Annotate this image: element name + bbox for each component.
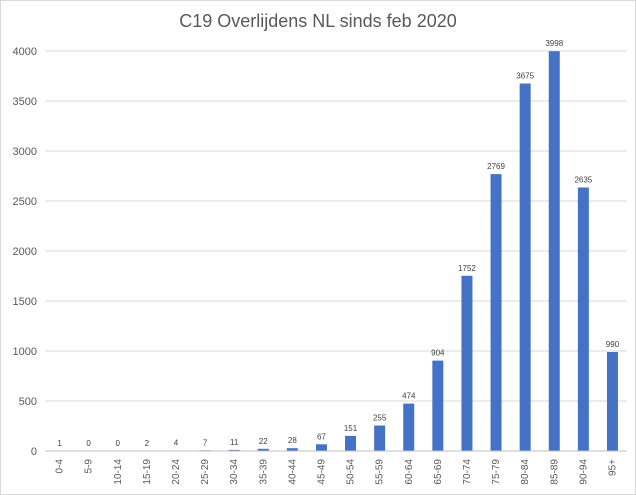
data-label: 151 <box>344 424 358 433</box>
x-tick-label: 5-9 <box>84 459 95 474</box>
data-label: 1752 <box>458 264 476 273</box>
data-label: 904 <box>431 349 445 358</box>
chart-title: C19 Overlijdens NL sinds feb 2020 <box>179 11 457 31</box>
data-label: 3675 <box>516 72 534 81</box>
y-axis-ticks: 0 500 1000 1500 2000 2500 3000 3500 4000 <box>13 46 37 458</box>
bars <box>54 51 618 451</box>
data-label: 2635 <box>574 176 592 185</box>
x-tick-label: 30-34 <box>229 459 240 485</box>
data-label: 255 <box>373 414 387 423</box>
data-label: 1 <box>57 439 62 448</box>
bar <box>374 425 386 451</box>
y-tick-label: 2500 <box>13 196 37 208</box>
bar <box>461 275 473 451</box>
x-tick-label: 35-39 <box>258 459 269 485</box>
y-tick-label: 1500 <box>13 296 37 308</box>
x-tick-label: 55-59 <box>375 459 386 485</box>
bar <box>345 435 357 451</box>
x-tick-label: 0-4 <box>55 459 66 474</box>
x-axis-ticks: 0-4 5-9 10-14 15-19 20-24 25-29 30-34 35-39 40-4… <box>55 459 619 485</box>
data-label: 11 <box>230 438 239 447</box>
data-label: 7 <box>203 438 208 447</box>
bar <box>315 444 327 451</box>
bar <box>519 83 531 451</box>
bar <box>490 174 502 451</box>
bar <box>577 187 589 451</box>
y-tick-label: 4000 <box>13 46 37 58</box>
x-tick-label: 60-64 <box>404 459 415 485</box>
data-label: 67 <box>317 432 326 441</box>
x-tick-label: 20-24 <box>171 459 182 485</box>
y-tick-label: 500 <box>19 396 37 408</box>
x-tick-label: 50-54 <box>346 459 357 485</box>
y-tick-label: 2000 <box>13 246 37 258</box>
data-label: 474 <box>402 392 416 401</box>
data-label: 0 <box>86 439 91 448</box>
x-tick-label: 85-89 <box>549 459 560 485</box>
data-labels: 1 0 0 2 4 7 11 22 28 67 151 255 474 904 1752 2769 3675 39… <box>57 39 619 448</box>
bar <box>257 448 269 451</box>
data-label: 28 <box>288 436 297 445</box>
x-tick-label: 90-94 <box>578 459 589 485</box>
x-tick-label: 45-49 <box>316 459 327 485</box>
bar <box>606 352 618 451</box>
x-tick-label: 95+ <box>607 459 618 476</box>
x-tick-label: 75-79 <box>491 459 502 485</box>
bar <box>286 448 298 451</box>
data-label: 4 <box>174 439 179 448</box>
x-tick-label: 65-69 <box>433 459 444 485</box>
data-label: 3998 <box>545 39 563 48</box>
x-tick-label: 25-29 <box>200 459 211 485</box>
data-label: 2769 <box>487 162 505 171</box>
bar <box>432 360 444 451</box>
y-tick-label: 0 <box>31 446 37 458</box>
y-tick-label: 3500 <box>13 96 37 108</box>
data-label: 0 <box>116 439 121 448</box>
y-tick-label: 3000 <box>13 146 37 158</box>
x-tick-label: 10-14 <box>113 459 124 485</box>
y-tick-label: 1000 <box>13 346 37 358</box>
bar <box>548 51 560 451</box>
data-label: 22 <box>259 437 268 446</box>
x-tick-label: 15-19 <box>142 459 153 485</box>
data-label: 2 <box>145 439 150 448</box>
gridlines <box>45 50 627 402</box>
bar <box>403 403 415 451</box>
x-tick-label: 40-44 <box>287 459 298 485</box>
x-tick-label: 70-74 <box>462 459 473 485</box>
data-label: 990 <box>606 340 620 349</box>
bar <box>228 449 240 451</box>
x-tick-label: 80-84 <box>520 459 531 485</box>
